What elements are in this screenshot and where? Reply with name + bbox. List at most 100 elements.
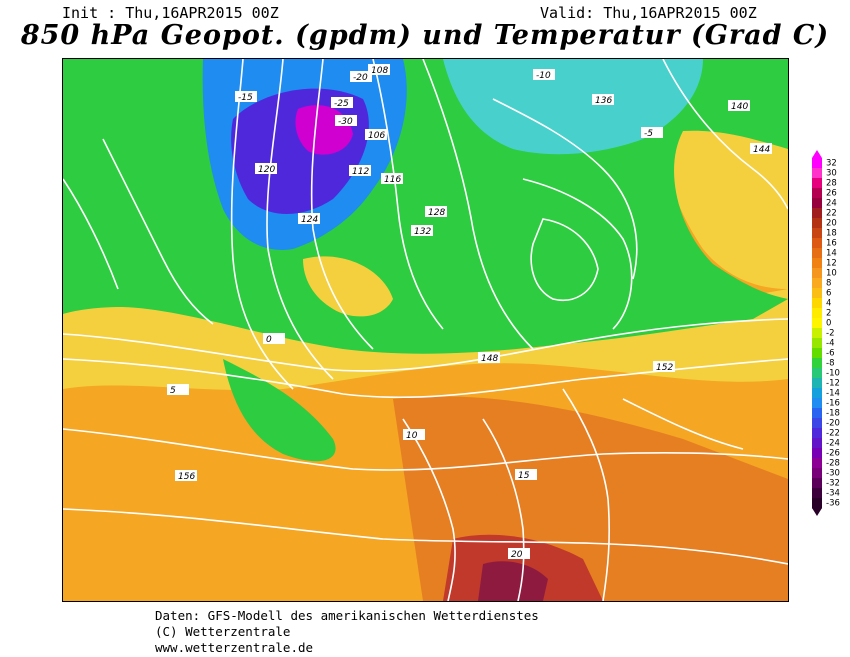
legend-swatch [812,348,822,359]
legend-label: 4 [826,299,831,309]
legend-swatch [812,338,822,349]
legend-label: -12 [826,379,840,389]
legend-label: -10 [826,369,840,379]
legend-label: 2 [826,309,831,319]
gp-label-152: 152 [656,363,673,373]
chart-title: 850 hPa Geopot. (gpdm) und Temperatur (G… [20,20,830,51]
legend-swatch [812,328,822,339]
temp-label-5: 5 [170,386,176,396]
legend-arrow-top [812,150,822,158]
footer-data-source: Daten: GFS-Modell des amerikanischen Wet… [155,608,539,623]
legend-swatch [812,488,822,499]
cold-zone-north [443,59,703,155]
legend-label: 32 [826,159,837,169]
gp-label-120: 120 [258,165,275,175]
legend-swatch [812,438,822,449]
legend-label: 26 [826,189,837,199]
legend-swatch [812,248,822,259]
legend-label: -4 [826,339,834,349]
legend-swatch [812,398,822,409]
init-time-label: Init : Thu,16APR2015 00Z [62,4,279,22]
legend-arrow-bottom [812,508,822,516]
legend-label: -20 [826,419,840,429]
gp-label-112: 112 [352,167,369,177]
gp-label-132: 132 [414,227,431,237]
legend-label: 16 [826,239,837,249]
legend-label: 10 [826,269,837,279]
gp-label-156: 156 [178,472,195,482]
legend-swatch [812,198,822,209]
legend-swatch [812,378,822,389]
legend-label: -24 [826,439,840,449]
footer-copyright: (C) Wetterzentrale [155,624,291,639]
hottest-zone [478,561,548,601]
legend-swatch [812,208,822,219]
legend-swatch [812,238,822,249]
legend-label: 22 [826,209,837,219]
temp-label-minus20: -20 [353,73,368,83]
legend-swatch [812,358,822,369]
gp-label-116: 116 [384,175,401,185]
temp-label-minus15: -15 [238,93,253,103]
legend-label: 12 [826,259,837,269]
legend-label: 20 [826,219,837,229]
temp-label-15: 15 [518,471,530,481]
temp-label-minus10: -10 [536,71,551,81]
legend-label: 30 [826,169,837,179]
temp-label-minus30: -30 [338,117,353,127]
legend-swatch [812,418,822,429]
legend-swatch [812,388,822,399]
mild-ne [663,126,788,290]
legend-label: -32 [826,479,840,489]
gp-label-148: 148 [481,354,498,364]
legend-swatch [812,458,822,469]
legend-swatch [812,468,822,479]
gp-label-124: 124 [301,215,318,225]
legend-swatch [812,408,822,419]
legend-swatch [812,188,822,199]
gp-label-108: 108 [371,66,388,76]
cool-tongue [223,359,336,462]
legend-labels: 32302826242220181614121086420-2-4-6-8-10… [826,159,840,509]
temp-label-10: 10 [406,431,418,441]
legend-swatch [812,298,822,309]
legend-label: 28 [826,179,837,189]
legend-label: -28 [826,459,840,469]
isolines [63,59,788,601]
legend-label: 14 [826,249,837,259]
legend-label: 0 [826,319,831,329]
legend-swatch [812,258,822,269]
mild-band [63,289,788,391]
legend-swatch [812,268,822,279]
legend-swatch [812,498,822,509]
legend-label: 6 [826,289,831,299]
mild-patch [303,256,393,317]
legend-swatch [812,288,822,299]
legend-swatch [812,368,822,379]
legend-label: -18 [826,409,840,419]
gp-label-144: 144 [753,145,770,155]
legend-swatch [812,478,822,489]
legend-label: -34 [826,489,840,499]
temp-label-minus25: -25 [334,99,349,109]
temp-label-minus5: -5 [644,129,653,139]
temperature-labels: -30 -25 -20 -15 -10 -5 0 5 10 15 20 [167,69,663,560]
gp-label-140: 140 [731,102,748,112]
legend-swatch [812,318,822,329]
legend-label: -30 [826,469,840,479]
legend-swatch [812,168,822,179]
legend-swatch [812,428,822,439]
legend-swatch [812,218,822,229]
map-canvas: 108 106 116 112 120 124 128 132 136 140 … [63,59,788,601]
legend-label: -14 [826,389,840,399]
gp-label-136: 136 [595,96,612,106]
legend-label: -26 [826,449,840,459]
valid-time-label: Valid: Thu,16APR2015 00Z [540,4,757,22]
legend-swatch [812,158,822,169]
footer-website: www.wetterzentrale.de [155,640,314,655]
temp-label-20: 20 [511,550,523,560]
legend-color-bars [812,150,822,516]
legend-label: -16 [826,399,840,409]
legend-label: -8 [826,359,834,369]
geopotential-labels: 108 106 116 112 120 124 128 132 136 140 … [175,64,772,482]
